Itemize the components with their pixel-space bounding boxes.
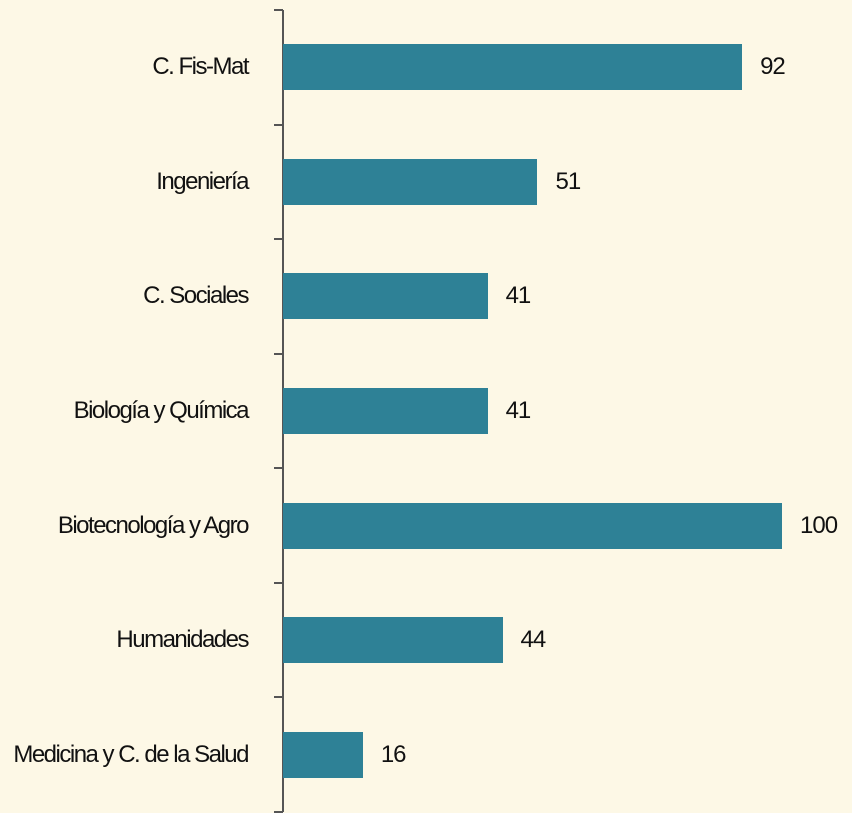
- value-label: 92: [760, 53, 786, 81]
- bar: [283, 44, 743, 91]
- tick: [274, 238, 283, 241]
- category-label: Biotecnología y Agro: [57, 511, 250, 539]
- bar: [283, 617, 503, 664]
- bar: [283, 158, 538, 205]
- tick: [274, 467, 283, 470]
- category-label: Ingeniería: [156, 167, 249, 195]
- tick: [274, 9, 283, 11]
- value-label: 51: [555, 167, 581, 195]
- value-label: 16: [380, 740, 407, 768]
- category-label: Humanidades: [116, 626, 249, 654]
- tick: [274, 696, 283, 699]
- bar: [283, 388, 488, 434]
- category-label: C. Fis-Mat: [152, 53, 249, 81]
- tick: [274, 123, 283, 126]
- bar: [283, 273, 488, 320]
- value-label: 41: [505, 282, 532, 310]
- category-label: C. Sociales: [143, 282, 249, 310]
- bar: [283, 731, 363, 778]
- category-label: Medicina y C. de la Salud: [13, 740, 249, 768]
- value-label: 100: [800, 511, 838, 539]
- value-label: 44: [520, 626, 547, 654]
- tick: [274, 581, 283, 584]
- category-label: Biología y Química: [73, 397, 250, 424]
- tick: [274, 352, 283, 355]
- bar: [283, 502, 782, 549]
- value-label: 41: [505, 397, 532, 424]
